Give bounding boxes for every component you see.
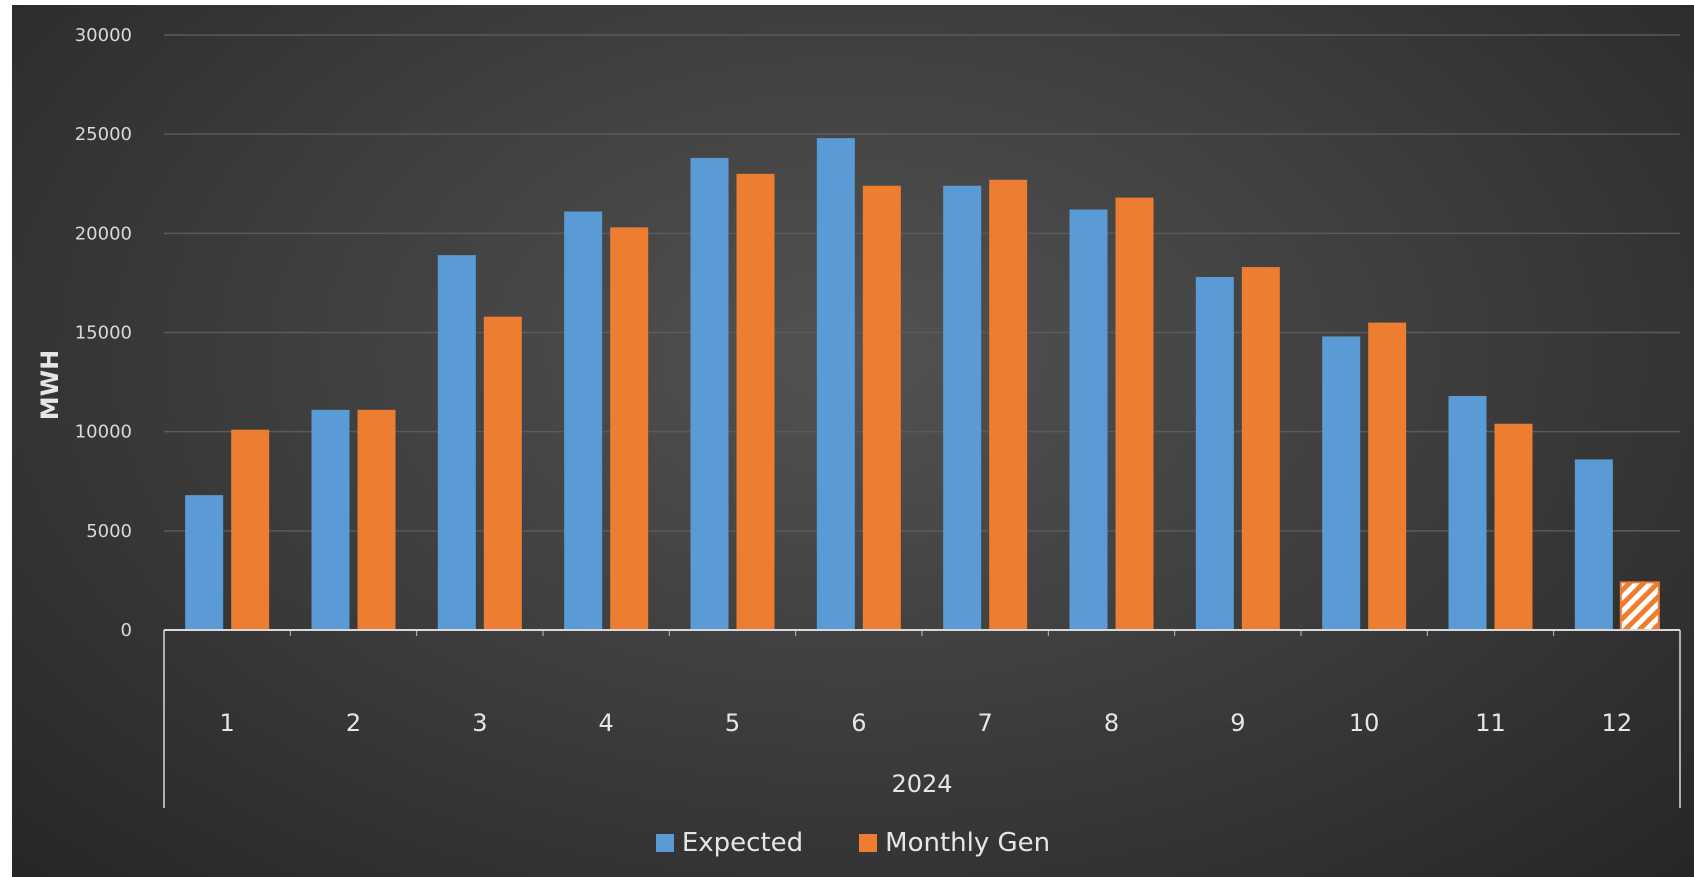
bar-expected	[564, 211, 603, 630]
y-tick-label: 25000	[75, 124, 132, 145]
bar-monthly-gen	[1619, 581, 1660, 632]
bar-expected	[185, 495, 224, 630]
y-tick-label: 20000	[75, 223, 132, 244]
x-tick-label: 9	[1230, 709, 1245, 737]
chart-area: 0 5000 10000 15000 20000 25000 30000 1 2 3 4 5 6 7 8 9 1…	[12, 5, 1694, 877]
bar-monthly-gen	[231, 429, 270, 630]
bar-monthly-gen	[1115, 197, 1154, 630]
bar-monthly-gen	[1494, 423, 1533, 630]
bar-expected	[816, 138, 855, 630]
bar-monthly-gen	[610, 227, 649, 630]
legend-label-monthly-gen: Monthly Gen	[885, 828, 1051, 858]
legend-item-expected[interactable]: Expected	[655, 828, 804, 858]
x-tick-label: 6	[851, 709, 866, 737]
bar-expected	[1195, 276, 1234, 630]
x-tick-label: 1	[220, 709, 235, 737]
bar-monthly-gen	[483, 316, 522, 630]
legend-item-monthly-gen[interactable]: Monthly Gen	[859, 828, 1050, 858]
x-tick-label: 10	[1349, 709, 1380, 737]
y-tick-label: 0	[121, 620, 132, 641]
bar-monthly-gen	[736, 173, 775, 631]
x-tick-label: 5	[725, 709, 740, 737]
legend: Expected Monthly Gen	[12, 825, 1694, 861]
bar-monthly-gen	[1241, 267, 1280, 630]
legend-swatch-monthly-gen	[859, 834, 878, 852]
bar-expected	[690, 157, 729, 630]
bar-monthly-gen	[862, 185, 901, 630]
bar-expected	[1069, 209, 1108, 631]
x-tick-label: 2	[346, 709, 361, 737]
bar-expected	[1448, 395, 1487, 630]
x-axis-group-label: 2024	[891, 770, 952, 798]
y-tick-label: 15000	[75, 323, 132, 344]
bar-expected	[943, 185, 982, 630]
y-axis-label: MWH	[36, 350, 64, 420]
y-tick-label: 10000	[75, 422, 132, 443]
x-tick-label: 12	[1602, 709, 1633, 737]
y-tick-label: 30000	[75, 25, 132, 46]
bar-expected	[437, 255, 476, 630]
y-tick-label: 5000	[86, 521, 132, 542]
bar-expected	[311, 409, 350, 630]
x-tick-label: 11	[1475, 709, 1506, 737]
x-tick-label: 3	[472, 709, 487, 737]
x-tick-label: 8	[1104, 709, 1119, 737]
x-tick-label: 4	[599, 709, 614, 737]
bar-expected	[1574, 459, 1613, 630]
bar-monthly-gen	[989, 179, 1028, 631]
bar-monthly-gen	[357, 409, 396, 630]
x-tick-label: 7	[978, 709, 993, 737]
bar-expected	[1322, 336, 1361, 630]
legend-label-expected: Expected	[681, 828, 804, 858]
bar-monthly-gen	[1368, 322, 1407, 630]
legend-swatch-expected	[655, 834, 674, 852]
